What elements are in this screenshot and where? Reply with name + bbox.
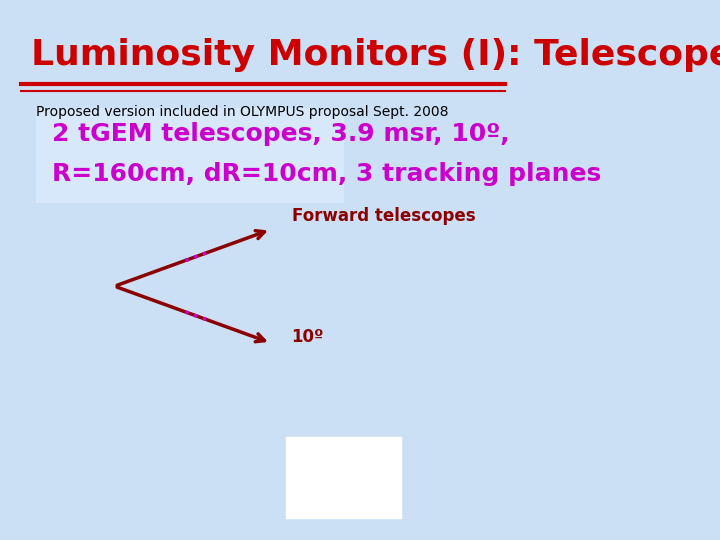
Text: 2 tGEM telescopes, 3.9 msr, 10º,: 2 tGEM telescopes, 3.9 msr, 10º, <box>52 122 510 145</box>
Text: Forward telescopes: Forward telescopes <box>292 207 475 225</box>
FancyBboxPatch shape <box>37 108 343 202</box>
Text: Proposed version included in OLYMPUS proposal Sept. 2008: Proposed version included in OLYMPUS pro… <box>37 105 449 119</box>
Text: 10º: 10º <box>292 328 324 347</box>
FancyBboxPatch shape <box>287 437 401 518</box>
Text: Luminosity Monitors (I): Telescopes: Luminosity Monitors (I): Telescopes <box>31 38 720 72</box>
Text: R=160cm, dR=10cm, 3 tracking planes: R=160cm, dR=10cm, 3 tracking planes <box>52 162 601 186</box>
